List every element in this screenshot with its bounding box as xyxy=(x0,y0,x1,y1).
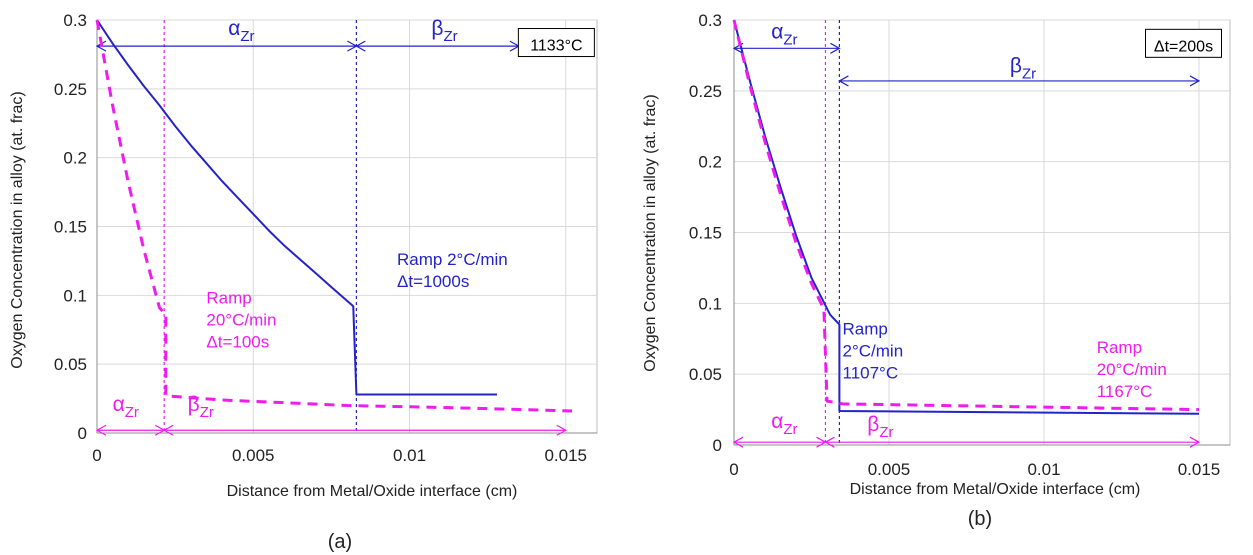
y-axis-label: Oxygen Concentration in alloy (at. frac) xyxy=(642,94,659,371)
phase-range-arrow xyxy=(824,436,1201,448)
phase-symbol: β xyxy=(1010,54,1022,77)
arrow-head-right xyxy=(830,42,841,54)
annotation-line: 20°C/min xyxy=(206,311,276,330)
y-tick-label: 0 xyxy=(713,436,722,455)
y-tick-label: 0.25 xyxy=(54,80,87,99)
annotation-line: Ramp 2°C/min xyxy=(397,250,508,269)
phase-range-arrow xyxy=(162,424,567,436)
arrow-head-left xyxy=(824,436,835,448)
y-tick-label: 0.2 xyxy=(63,149,87,168)
arrow-head-right xyxy=(1189,75,1201,87)
beta-zr-label: βZr xyxy=(431,17,457,45)
condition-box-label: 1133°C xyxy=(530,38,582,55)
y-tick-label: 0.25 xyxy=(689,82,722,101)
ramp-annotation: Ramp 20°C/min 1167°C xyxy=(1097,338,1167,401)
ramp-annotation: Ramp 2°C/min 1107°C xyxy=(843,320,904,383)
series-line-20c-ramp xyxy=(95,19,573,413)
y-axis-label: Oxygen Concentration in alloy (at. frac) xyxy=(9,91,26,368)
phase-symbol: β xyxy=(188,393,200,416)
y-tick-label: 0.1 xyxy=(698,294,722,313)
x-tick-label: 0.005 xyxy=(868,460,911,479)
figure-caption: (b) xyxy=(968,508,992,530)
phase-symbol: β xyxy=(431,17,443,40)
x-tick-label: 0.005 xyxy=(232,446,275,465)
arrow-head-left xyxy=(838,75,849,87)
y-tick-label: 0.05 xyxy=(54,355,87,374)
annotation-line: Ramp xyxy=(843,320,888,339)
phase-subscript: Zr xyxy=(879,424,893,441)
y-tick-label: 0.15 xyxy=(54,218,87,237)
x-tick-label: 0.01 xyxy=(1027,460,1060,479)
phase-symbol: α xyxy=(771,410,783,433)
y-tick-label: 0.15 xyxy=(689,224,722,243)
annotation-line: 20°C/min xyxy=(1097,360,1167,379)
arrow-head-left xyxy=(95,40,107,52)
x-tick-label: 0 xyxy=(92,446,101,465)
annotation-line: Ramp xyxy=(1097,338,1142,357)
arrow-head-right xyxy=(1189,436,1201,448)
y-tick-label: 0 xyxy=(78,424,87,443)
phase-subscript: Zr xyxy=(1022,65,1036,82)
y-tick-label: 0.3 xyxy=(63,11,87,30)
beta-zr-label: βZr xyxy=(1010,54,1036,82)
beta-zr-label: βZr xyxy=(867,413,893,441)
phase-subscript: Zr xyxy=(240,28,254,45)
annotation-line: Ramp xyxy=(206,289,251,308)
series-line-2c-ramp xyxy=(96,19,497,396)
phase-symbol: β xyxy=(867,413,879,436)
x-tick-label: 0.01 xyxy=(393,446,426,465)
figure-caption: (a) xyxy=(328,531,352,553)
x-tick-label: 0.015 xyxy=(1178,460,1221,479)
phase-subscript: Zr xyxy=(125,404,139,421)
annotation-line: Δt=100s xyxy=(206,333,269,352)
phase-symbol: α xyxy=(113,393,125,416)
phase-subscript: Zr xyxy=(443,28,457,45)
phase-symbol: α xyxy=(228,17,240,40)
arrow-head-right xyxy=(556,424,567,436)
series-line-20c-ramp xyxy=(732,19,1200,412)
alpha-zr-label: αZr xyxy=(771,20,797,48)
phase-symbol: α xyxy=(771,20,783,43)
alpha-zr-label: αZr xyxy=(113,393,139,421)
chart-panel-a: 0 0.05 0.1 0.15 0.2 0.25 0.3 0 0.005 0.01 0.015 Dis… xyxy=(9,11,598,553)
condition-box: Δt=200s xyxy=(1145,28,1222,58)
annotation-line: Δt=1000s xyxy=(397,272,469,291)
y-tick-label: 0.3 xyxy=(698,11,722,30)
arrow-head-left xyxy=(162,424,174,436)
beta-zr-label: βZr xyxy=(188,393,214,421)
x-axis-label: Distance from Metal/Oxide interface (cm) xyxy=(227,483,518,500)
ramp-annotation: Ramp 2°C/min Δt=1000s xyxy=(397,250,508,291)
condition-box: 1133°C xyxy=(517,28,595,58)
y-tick-label: 0.2 xyxy=(698,153,722,172)
ramp-annotation: Ramp 20°C/min Δt=100s xyxy=(206,289,276,352)
condition-box-frame xyxy=(1145,28,1222,58)
phase-range-arrow xyxy=(838,75,1201,87)
chart-panel-b: 0 0.05 0.1 0.15 0.2 0.25 0.3 0 0.005 0.01 0.015 Dis… xyxy=(642,11,1231,530)
x-axis-label: Distance from Metal/Oxide interface (cm) xyxy=(850,481,1141,498)
alpha-zr-label: αZr xyxy=(771,410,797,438)
x-tick-label: 0.015 xyxy=(544,446,587,465)
condition-box-frame xyxy=(517,28,595,58)
annotation-line: 1167°C xyxy=(1097,382,1153,401)
arrow-head-left xyxy=(355,40,366,52)
annotation-line: 1107°C xyxy=(843,364,899,383)
y-tick-label: 0.1 xyxy=(63,286,87,305)
phase-subscript: Zr xyxy=(200,404,214,421)
phase-subscript: Zr xyxy=(783,31,797,48)
x-tick-label: 0 xyxy=(729,460,738,479)
alpha-zr-label: αZr xyxy=(228,17,254,45)
y-tick-label: 0.05 xyxy=(689,365,722,384)
annotation-line: 2°C/min xyxy=(843,342,904,361)
condition-box-label: Δt=200s xyxy=(1154,38,1213,55)
phase-subscript: Zr xyxy=(783,421,797,438)
arrow-head-left xyxy=(732,436,744,448)
arrow-head-left xyxy=(95,424,107,436)
